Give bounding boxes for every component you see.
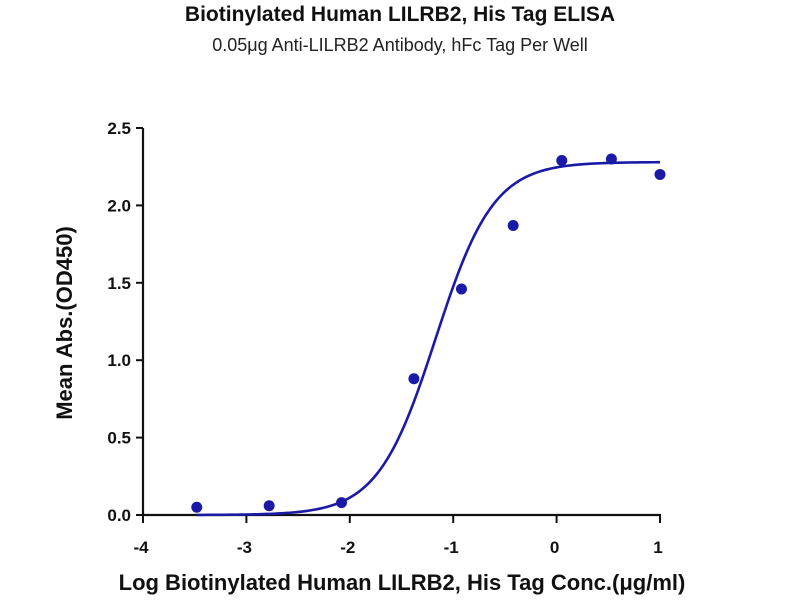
data-point xyxy=(336,497,348,509)
y-tick-label: 1.0 xyxy=(107,351,131,370)
y-tick-label: 1.5 xyxy=(107,274,131,293)
x-tick-label: -1 xyxy=(444,538,459,557)
data-point xyxy=(605,153,617,165)
y-axis-title: Mean Abs.(OD450) xyxy=(52,226,77,420)
data-point xyxy=(263,500,275,512)
chart-subtitle: 0.05μg Anti-LILRB2 Antibody, hFc Tag Per… xyxy=(212,35,588,55)
data-point xyxy=(507,220,519,232)
x-tick-label: 1 xyxy=(653,538,662,557)
y-tick-label: 0.5 xyxy=(107,429,131,448)
x-tick-label: -2 xyxy=(340,538,355,557)
data-point xyxy=(408,373,420,385)
chart-title: Biotinylated Human LILRB2, His Tag ELISA xyxy=(184,3,616,26)
x-tick-label: -4 xyxy=(133,538,149,557)
data-point xyxy=(191,501,203,513)
data-point xyxy=(455,283,467,295)
y-tick-label: 0.0 xyxy=(107,506,131,525)
y-tick-label: 2.0 xyxy=(107,196,131,215)
axes xyxy=(136,127,661,523)
x-tick-label: -3 xyxy=(237,538,252,557)
x-axis-title: Log Biotinylated Human LILRB2, His Tag C… xyxy=(119,570,686,595)
data-point xyxy=(556,155,568,167)
x-tick-label: 0 xyxy=(550,538,559,557)
tick-labels: 0.0 0.5 1.0 1.5 2.0 2.5 -4 -3 -2 -1 0 1 xyxy=(107,119,662,557)
data-points xyxy=(191,153,666,513)
fit-curve xyxy=(196,160,661,517)
y-tick-label: 2.5 xyxy=(107,119,131,138)
data-point xyxy=(654,168,666,180)
